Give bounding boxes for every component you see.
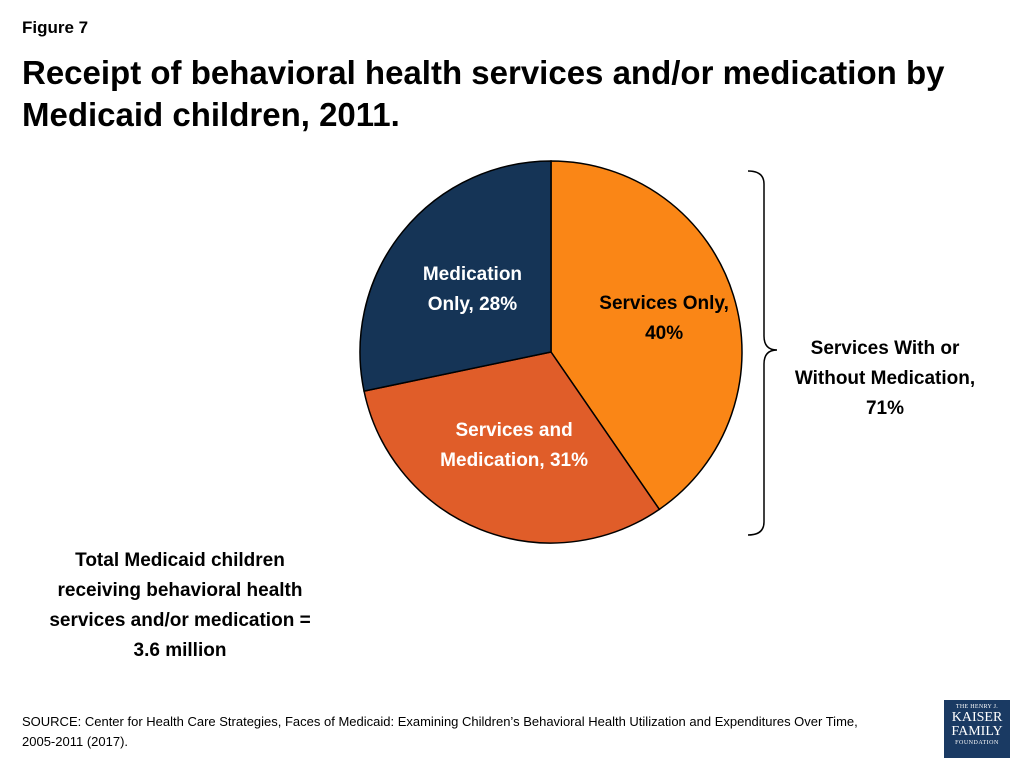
pie-label-medication-only: Medication Only, 28% [423, 264, 522, 315]
pie-labels: Services Only, 40% Services and Medication,… [423, 264, 729, 471]
logo-line-4: FOUNDATION [955, 740, 999, 746]
pie-slices [359, 160, 743, 544]
bracket-71-percent [747, 170, 778, 536]
logo-line-3: FAMILY [951, 724, 1003, 739]
pie-slice-medication-only [359, 160, 552, 393]
source-note: SOURCE: Center for Health Care Strategie… [22, 714, 858, 749]
pie-slice-services-and-medication [363, 351, 661, 544]
pie-label-services-only: Services Only, 40% [599, 293, 729, 344]
total-children-note: Total Medicaid children receiving behavi… [49, 550, 311, 661]
chart-title: Receipt of behavioral health services an… [22, 54, 945, 133]
logo-line-1: THE HENRY J. [955, 704, 999, 710]
bracket-annotation: Services With or Without Medication, 71% [794, 338, 976, 419]
kff-logo: THE HENRY J. KAISER FAMILY FOUNDATION [944, 700, 1010, 758]
logo-line-2: KAISER [951, 710, 1003, 725]
pie-label-services-and-medication: Services and Medication, 31% [440, 420, 588, 471]
pie-slice-services-only [550, 160, 743, 511]
figure-label: Figure 7 [22, 18, 89, 37]
